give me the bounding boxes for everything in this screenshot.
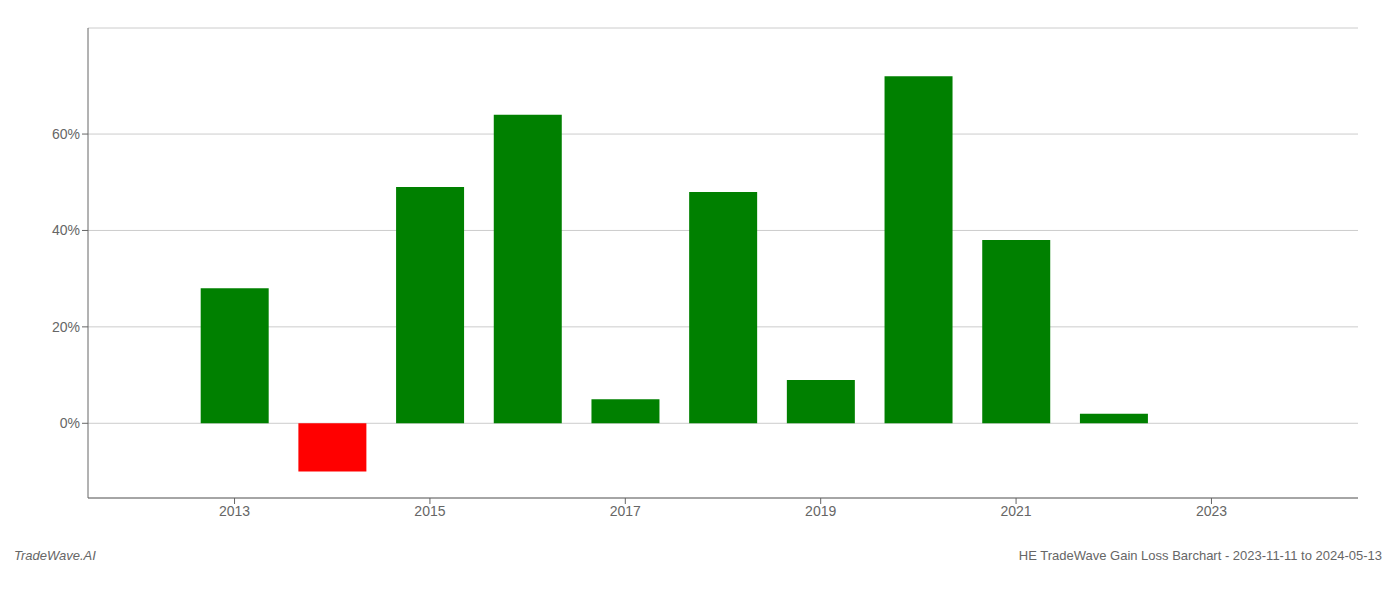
svg-text:20%: 20%	[52, 319, 80, 335]
svg-text:0%: 0%	[60, 415, 80, 431]
svg-text:2013: 2013	[219, 503, 250, 519]
html-text:TradeWave.AI: TradeWave.AI	[14, 548, 96, 563]
svg-text:2021: 2021	[1000, 503, 1031, 519]
svg-text:60%: 60%	[52, 126, 80, 142]
svg-text:2015: 2015	[414, 503, 445, 519]
svg-text:2019: 2019	[805, 503, 836, 519]
svg-text:40%: 40%	[52, 222, 80, 238]
svg-text:2023: 2023	[1196, 503, 1227, 519]
svg-text:2017: 2017	[610, 503, 641, 519]
html-text:HE TradeWave Gain Loss Barchar: HE TradeWave Gain Loss Barchart - 2023-1…	[1018, 548, 1382, 563]
